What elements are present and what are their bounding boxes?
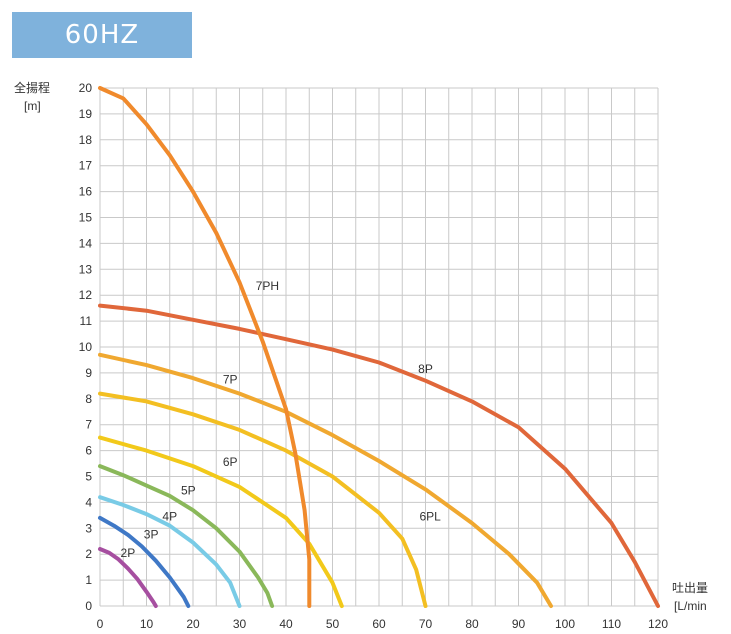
y-axis-label: 全揚程 (14, 80, 50, 95)
x-tick-label: 0 (97, 617, 104, 631)
y-tick-label: 7 (85, 418, 92, 432)
y-axis-unit: [m] (24, 99, 41, 113)
series-label-7p: 7P (223, 372, 238, 386)
tick-labels: 0 10 20 30 40 50 60 70 80 90 100 110 120012345678910… (79, 81, 669, 631)
series-line-6pl (98, 391, 428, 608)
x-tick-label: 100 (555, 617, 575, 631)
series-line-8p (98, 303, 660, 608)
frequency-badge: 60HZ (12, 12, 192, 58)
x-axis-label: 吐出量 (672, 581, 708, 595)
series-label-4p: 4P (162, 510, 177, 524)
series-label-2p: 2P (121, 546, 136, 560)
y-tick-label: 6 (85, 444, 92, 458)
x-tick-label: 30 (233, 617, 247, 631)
series-line-7ph (98, 86, 312, 608)
y-tick-label: 11 (80, 314, 93, 328)
y-tick-label: 3 (85, 521, 92, 535)
x-tick-label: 120 (648, 617, 668, 631)
y-tick-label: 14 (79, 236, 93, 250)
series-label-3p: 3P (144, 528, 159, 542)
y-tick-label: 0 (85, 599, 92, 613)
x-tick-label: 20 (186, 617, 200, 631)
pump-curves (98, 86, 660, 608)
x-tick-label: 70 (419, 617, 433, 631)
x-tick-label: 80 (465, 617, 479, 631)
y-tick-label: 19 (79, 107, 93, 121)
series-line-5p (98, 464, 275, 608)
y-tick-label: 9 (85, 366, 92, 380)
y-tick-label: 2 (85, 547, 92, 561)
y-tick-label: 15 (79, 211, 93, 225)
series-label-8p: 8P (418, 362, 433, 376)
series-label-6pl: 6PL (419, 510, 441, 524)
grid (99, 87, 659, 607)
series-line-4p (98, 495, 242, 608)
series-line-2p (98, 547, 158, 608)
series-line-7p (98, 352, 553, 608)
y-tick-label: 13 (79, 262, 93, 276)
y-tick-label: 12 (79, 288, 93, 302)
x-axis-unit: [L/min (674, 599, 707, 613)
y-tick-label: 4 (85, 495, 92, 509)
series-label-6p: 6P (223, 455, 238, 469)
y-tick-label: 18 (79, 133, 93, 147)
x-tick-label: 110 (602, 617, 621, 631)
x-tick-label: 50 (326, 617, 340, 631)
axis-titles: 全揚程 [m] 吐出量 [L/min (14, 80, 708, 613)
series-line-6p (98, 435, 344, 608)
y-tick-label: 16 (79, 185, 93, 199)
x-tick-label: 60 (372, 617, 386, 631)
series-label-5p: 5P (181, 484, 196, 498)
y-tick-label: 17 (79, 159, 93, 173)
y-tick-label: 8 (85, 392, 92, 406)
y-tick-label: 1 (85, 573, 92, 587)
y-tick-label: 20 (79, 81, 93, 95)
y-tick-label: 5 (85, 470, 92, 484)
x-tick-label: 10 (140, 617, 154, 631)
x-tick-label: 90 (512, 617, 526, 631)
series-label-7ph: 7PH (256, 279, 279, 293)
y-tick-label: 10 (79, 340, 93, 354)
x-tick-label: 40 (279, 617, 293, 631)
series-line-3p (98, 515, 191, 608)
